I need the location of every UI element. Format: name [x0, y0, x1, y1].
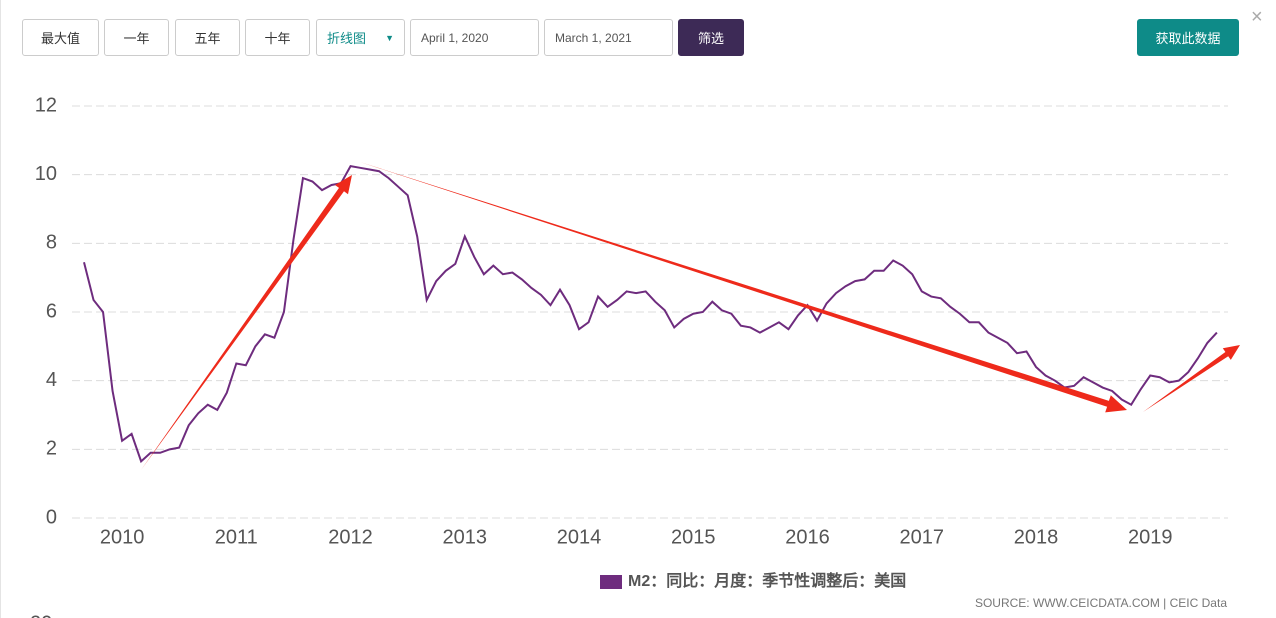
range-button[interactable]: 五年 [175, 19, 240, 56]
y-tick-label: 8 [46, 232, 57, 254]
end-date-input[interactable]: March 1, 2021 [544, 19, 673, 56]
start-date-input[interactable]: April 1, 2020 [410, 19, 539, 56]
filter-button[interactable]: 筛选 [678, 19, 744, 56]
x-tick-label: 2019 [1128, 526, 1173, 548]
x-tick-label: 2015 [671, 526, 716, 548]
dropdown-icon: ▼ [385, 32, 394, 43]
x-tick-label: 2014 [557, 526, 602, 548]
x-tick-label: 2017 [900, 526, 945, 548]
series-line [83, 164, 1218, 464]
annotation-arrow [360, 162, 1127, 413]
x-tick-label: 2018 [1014, 526, 1059, 548]
x-tick-label: 2012 [328, 526, 373, 548]
next-chart-label: 20 [30, 612, 52, 618]
y-tick-label: 0 [46, 506, 57, 528]
y-tick-label: 2 [46, 438, 57, 460]
y-tick-label: 10 [35, 163, 57, 185]
range-button[interactable]: 最大值 [22, 19, 99, 56]
chart-type: 折线图 [327, 31, 367, 46]
annotation-arrow [1143, 345, 1240, 412]
y-tick-label: 4 [46, 369, 57, 391]
y-tick-label: 12 [35, 94, 57, 116]
legend-label: M2：同比：月度：季节性调整后：美国 [628, 571, 906, 590]
annotation-arrow [141, 175, 352, 470]
range-button[interactable]: 一年 [104, 19, 169, 56]
range-button[interactable]: 十年 [245, 19, 310, 56]
get-data-button[interactable]: 获取此数据 [1137, 19, 1239, 56]
x-tick-label: 2016 [785, 526, 830, 548]
chart-type-select[interactable]: 折线图 ▼ [316, 19, 405, 56]
y-tick-label: 6 [46, 300, 57, 322]
close-button[interactable]: × [1251, 6, 1263, 28]
x-tick-label: 2010 [100, 526, 145, 548]
x-tick-label: 2013 [443, 526, 488, 548]
x-tick-label: 2011 [215, 526, 258, 548]
source: SOURCE: WWW.CEICDATA.COM | CEIC Data [975, 596, 1227, 610]
legend-swatch [600, 575, 622, 589]
